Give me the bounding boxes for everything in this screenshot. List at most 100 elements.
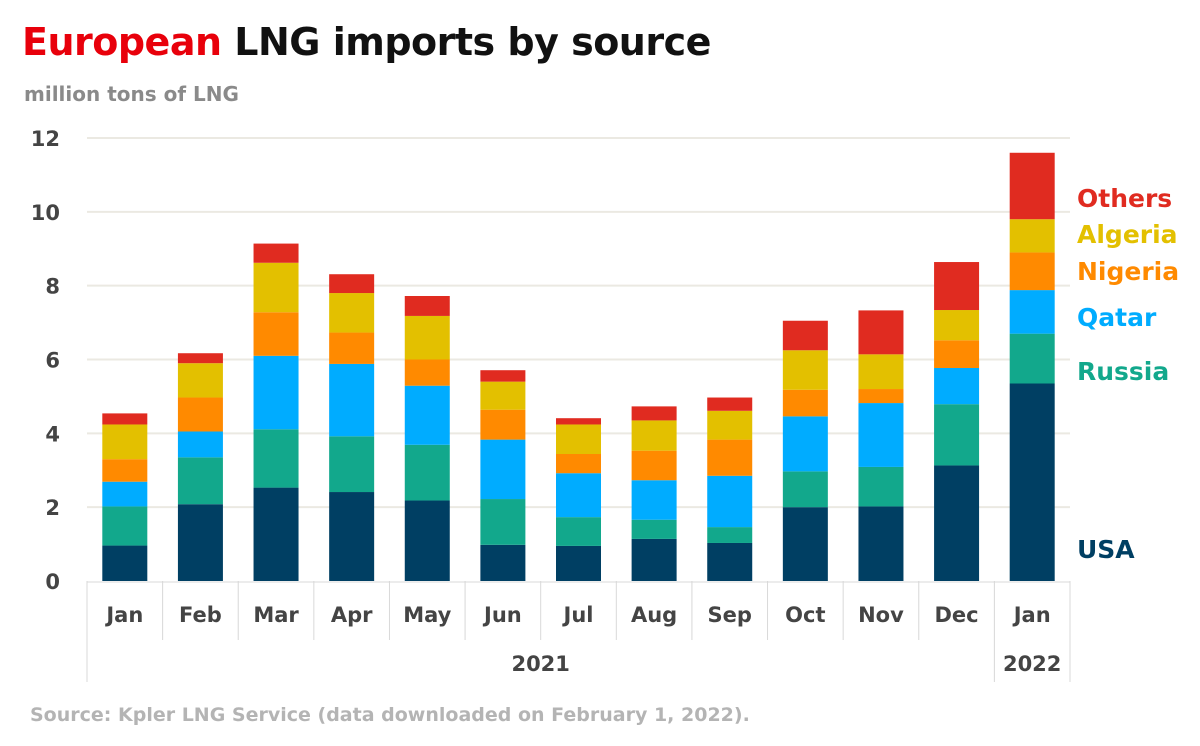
bar-segment-russia	[404, 444, 450, 501]
bar-segment-others	[102, 413, 148, 425]
bar-segment-algeria	[177, 363, 223, 398]
bar-segment-nigeria	[858, 389, 904, 404]
bar-segment-russia	[631, 519, 677, 539]
bar-segment-algeria	[858, 354, 904, 390]
bar-segment-nigeria	[934, 340, 980, 368]
bar-segment-usa	[707, 542, 753, 581]
legend-label-usa: USA	[1077, 535, 1135, 564]
bar-segment-nigeria	[631, 450, 677, 481]
bar-segment-qatar	[404, 385, 450, 445]
bar-segment-algeria	[329, 293, 375, 333]
title-rest: LNG imports by source	[221, 20, 711, 64]
y-tick-label: 12	[31, 127, 60, 151]
bar-segment-russia	[858, 466, 904, 507]
x-tick-label: Aug	[631, 603, 677, 627]
bar-segment-nigeria	[253, 312, 299, 356]
x-group-label: 2021	[511, 652, 569, 676]
bar-segment-usa	[631, 538, 677, 581]
x-tick-label: Jan	[104, 603, 143, 627]
x-tick-label: Jan	[1012, 603, 1051, 627]
legend-label-nigeria: Nigeria	[1077, 257, 1179, 286]
bar-segment-others	[329, 274, 375, 294]
x-tick-label: Jul	[562, 603, 594, 627]
bar-segment-others	[782, 320, 828, 351]
legend-label-qatar: Qatar	[1077, 303, 1157, 332]
bar-segment-qatar	[102, 481, 148, 507]
bar-segment-qatar	[707, 475, 753, 528]
bar-segment-russia	[102, 506, 148, 546]
legend-label-algeria: Algeria	[1077, 220, 1178, 249]
bar-segment-qatar	[556, 473, 601, 518]
bar-segment-algeria	[480, 381, 526, 410]
y-tick-label: 2	[45, 496, 60, 520]
bar-segment-qatar	[1009, 290, 1055, 334]
chart-subtitle: million tons of LNG	[24, 82, 239, 106]
y-tick-label: 10	[31, 201, 60, 225]
bar-segment-nigeria	[177, 397, 223, 432]
bar-segment-qatar	[480, 439, 526, 500]
bar-segment-algeria	[404, 315, 450, 360]
x-tick-label: Jun	[482, 603, 522, 627]
bar-segment-others	[480, 370, 526, 382]
bar-segment-nigeria	[707, 439, 753, 476]
bar-segment-algeria	[782, 350, 828, 390]
bar-segment-nigeria	[329, 332, 375, 364]
bar-segment-algeria	[102, 424, 148, 460]
bar-segment-qatar	[782, 416, 828, 472]
bar-segment-nigeria	[480, 409, 526, 440]
bar-segment-others	[556, 418, 601, 425]
y-tick-label: 8	[45, 275, 60, 299]
bar-segment-algeria	[631, 420, 677, 451]
bar-segment-others	[253, 243, 299, 263]
x-tick-label: May	[403, 603, 451, 627]
bar-segment-nigeria	[102, 459, 148, 482]
x-tick-label: Sep	[708, 603, 752, 627]
x-tick-label: Apr	[331, 603, 373, 627]
bar-segment-russia	[177, 457, 223, 505]
legend-label-others: Others	[1077, 184, 1172, 213]
bar-segment-qatar	[253, 355, 299, 430]
bar-segment-algeria	[253, 262, 299, 313]
bar-segment-qatar	[329, 363, 375, 437]
bar-segment-usa	[177, 504, 223, 581]
bar-segment-qatar	[177, 431, 223, 458]
bar-segment-russia	[556, 517, 601, 546]
legend-label-russia: Russia	[1077, 357, 1169, 386]
bar-segment-russia	[329, 436, 375, 493]
bar-segment-algeria	[1009, 219, 1055, 253]
bar-segment-qatar	[858, 403, 904, 467]
chart-title: European LNG imports by source	[22, 20, 711, 64]
bar-segment-usa	[858, 506, 904, 581]
x-tick-label: Feb	[179, 603, 222, 627]
source-note: Source: Kpler LNG Service (data download…	[30, 704, 750, 726]
bar-segment-usa	[404, 500, 450, 581]
bar-segment-qatar	[631, 480, 677, 520]
x-tick-label: Mar	[253, 603, 299, 627]
bar-segment-others	[404, 296, 450, 316]
bar-segment-usa	[934, 465, 980, 581]
bar-segment-others	[934, 262, 980, 311]
bar-segment-nigeria	[556, 454, 601, 474]
bar-segment-russia	[934, 404, 980, 466]
x-group-label: 2022	[1003, 652, 1061, 676]
bar-segment-nigeria	[1009, 252, 1055, 291]
bar-segment-usa	[480, 544, 526, 581]
bar-segment-usa	[102, 545, 148, 581]
bar-segment-nigeria	[404, 359, 450, 386]
y-tick-label: 6	[45, 349, 60, 373]
bar-segment-algeria	[934, 310, 980, 341]
bar-segment-usa	[1009, 383, 1055, 581]
title-highlight: European	[22, 20, 222, 64]
bar-segment-qatar	[934, 367, 980, 405]
y-tick-label: 4	[45, 422, 60, 446]
bar-segment-usa	[556, 545, 601, 581]
bar-segment-usa	[253, 487, 299, 581]
x-tick-label: Dec	[935, 603, 979, 627]
bar-segment-others	[177, 353, 223, 364]
bar-segment-algeria	[707, 410, 753, 440]
bar-segment-algeria	[556, 424, 601, 455]
bar-segment-others	[858, 310, 904, 355]
bar-segment-russia	[480, 499, 526, 545]
